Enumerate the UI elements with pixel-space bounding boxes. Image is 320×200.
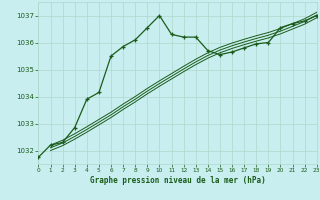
X-axis label: Graphe pression niveau de la mer (hPa): Graphe pression niveau de la mer (hPa) [90,176,266,185]
